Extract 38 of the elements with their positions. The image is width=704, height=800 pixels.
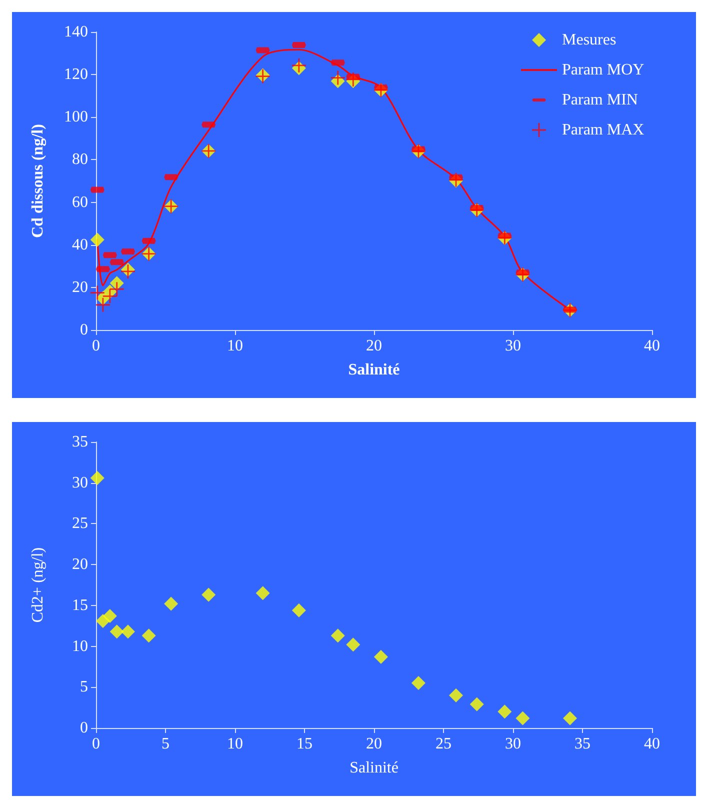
y-tick-label: 10 [72, 638, 88, 655]
y-tick-label: 120 [64, 66, 88, 84]
y-tick-label: 100 [64, 108, 88, 126]
y-axis-title: Cd2+ (ng/l) [30, 547, 46, 623]
y-tick-label: 0 [80, 720, 88, 736]
x-tick-label: 40 [644, 736, 660, 752]
legend-label: Param MOY [562, 62, 645, 78]
x-tick-label: 40 [644, 338, 660, 354]
x-tick-label: 10 [227, 338, 243, 354]
x-tick-label: 5 [162, 736, 170, 752]
y-axis-title: Cd dissous (ng/l) [30, 124, 46, 238]
legend-label: Param MAX [562, 122, 645, 138]
y-tick-label: 30 [72, 474, 88, 492]
y-tick-label: 20 [72, 556, 88, 574]
x-tick-label: 30 [505, 338, 521, 354]
x-axis-title: Salinité [350, 760, 398, 776]
y-tick-label: 35 [72, 434, 88, 450]
y-tick-label: 15 [72, 596, 88, 614]
y-tick-label: 40 [72, 236, 88, 254]
x-tick-label: 0 [92, 736, 100, 752]
y-tick-label: 25 [72, 515, 88, 532]
x-axis-title: Salinité [348, 362, 400, 378]
y-tick-label: 5 [80, 678, 88, 696]
x-tick-label: 20 [366, 736, 382, 752]
y-tick-label: 140 [64, 24, 88, 40]
x-tick-label: 20 [366, 338, 382, 354]
x-tick-label: 25 [436, 736, 452, 752]
y-tick-label: 20 [72, 278, 88, 296]
x-tick-label: 30 [505, 736, 521, 752]
y-tick-label: 80 [72, 151, 88, 168]
x-tick-label: 15 [296, 736, 312, 752]
x-tick-label: 10 [227, 736, 243, 752]
x-tick-label: 35 [574, 736, 590, 752]
y-tick-label: 0 [80, 322, 88, 338]
y-tick-label: 60 [72, 194, 88, 211]
legend-label: Param MIN [562, 92, 638, 108]
legend-label: Mesures [562, 32, 616, 48]
x-tick-label: 0 [92, 338, 100, 354]
